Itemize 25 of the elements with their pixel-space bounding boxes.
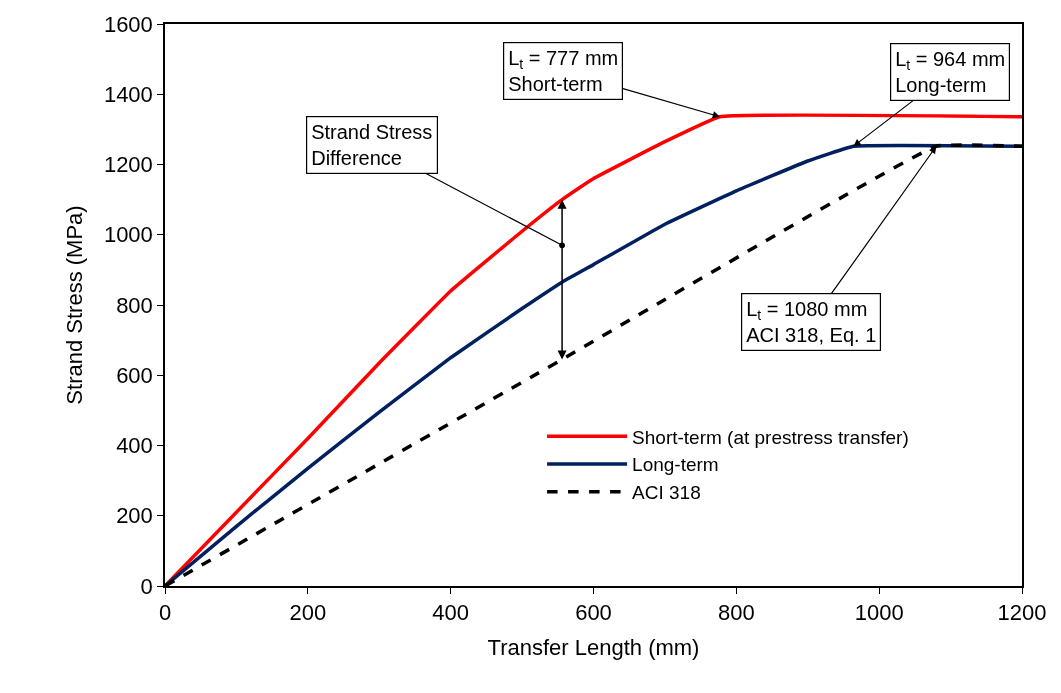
x-tick-label: 1000 <box>854 600 904 626</box>
x-tick-label: 400 <box>432 600 470 626</box>
y-tick-label: 800 <box>116 292 153 318</box>
x-tick-label: 0 <box>158 600 172 626</box>
y-tick-label: 1200 <box>103 152 153 178</box>
y-axis-title: Strand Stress (MPa) <box>62 205 88 405</box>
legend-label: Short-term (at prestress transfer) <box>632 426 909 448</box>
y-tick-label: 400 <box>116 433 153 459</box>
x-tick-label: 200 <box>289 600 327 626</box>
y-tick-label: 200 <box>116 503 153 529</box>
y-tick-label: 600 <box>116 362 153 388</box>
y-tick-label: 1400 <box>103 81 153 107</box>
legend-label: Long-term <box>632 454 719 476</box>
annotation: L$_{t}$ = 777 mm Short-term <box>508 47 619 96</box>
y-tick-label: 1000 <box>103 222 153 248</box>
y-tick-label: 1600 <box>103 11 153 37</box>
annotation: Strand Stress Difference <box>311 121 433 170</box>
x-axis-title: Transfer Length (mm) <box>487 634 700 660</box>
x-tick-label: 600 <box>575 600 612 626</box>
x-tick-label: 1200 <box>997 600 1047 626</box>
x-tick-label: 800 <box>717 600 755 626</box>
annotation: L$_{t}$ = 1080 mm ACI 318, Eq. 1 <box>746 298 877 347</box>
y-tick-label: 0 <box>140 573 153 599</box>
legend-label: ACI 318 <box>632 482 701 504</box>
annotation: L$_{t}$ = 964 mm Long-term <box>895 48 1006 97</box>
